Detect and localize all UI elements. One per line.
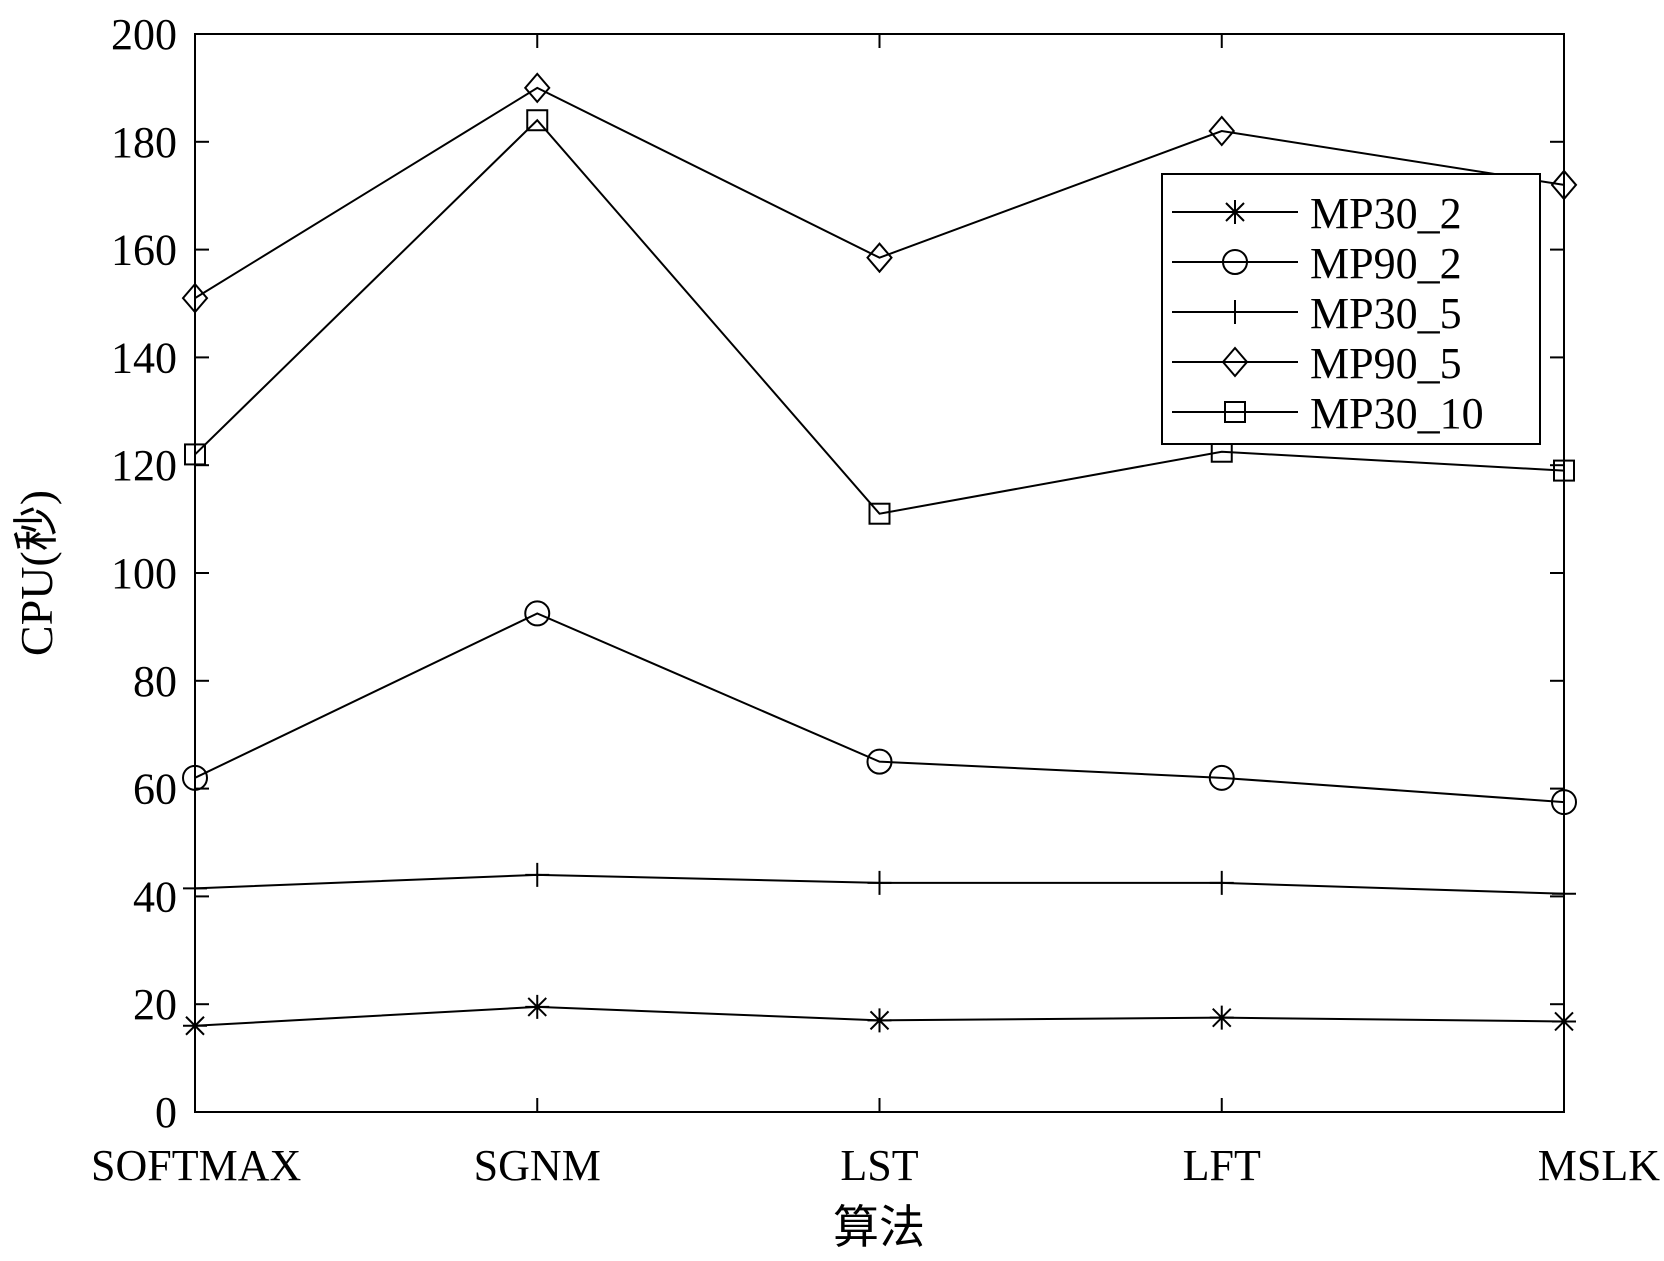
y-tick-label: 80: [133, 657, 177, 706]
data-point-mp90-2: [1208, 764, 1235, 791]
x-tick-labels: SOFTMAX SGNM LST LFT MSLK: [91, 1141, 1660, 1190]
series-line-mp90-2: [194, 612, 1565, 804]
data-point-mp90-5: [866, 242, 893, 274]
y-tick-label: 20: [133, 980, 177, 1029]
plot-frame: [194, 33, 1565, 1113]
data-point-mp30-2: [1209, 1005, 1234, 1030]
data-point-mp30-2: [525, 994, 550, 1019]
x-tick-label: SGNM: [474, 1141, 601, 1190]
y-tick-label: 120: [111, 441, 177, 490]
y-tick-label: 160: [111, 226, 177, 275]
legend-marker: [1221, 346, 1249, 378]
data-point-mp90-5: [1208, 115, 1236, 147]
x-tick-label: SOFTMAX: [91, 1141, 301, 1190]
x-axis-label: 算法: [833, 1202, 925, 1253]
data-point-mp90-2: [866, 748, 893, 775]
data-point-mp30-2: [867, 1008, 892, 1033]
data-point-mp90-5: [523, 72, 551, 104]
data-point-mp90-2: [524, 600, 551, 627]
legend-box: [1161, 173, 1541, 445]
y-tick-label: 60: [133, 765, 177, 814]
series-line-mp30-10: [194, 118, 1565, 515]
legend-marker: [1223, 200, 1247, 224]
y-tick-label: 0: [155, 1088, 177, 1137]
legend-label: MP90_5: [1310, 339, 1462, 388]
y-tick-label: 100: [111, 549, 177, 598]
legend-marker: [1222, 249, 1248, 275]
data-point-mp30-5: [867, 870, 892, 895]
legend-label: MP30_5: [1310, 289, 1462, 338]
y-tick-label: 140: [111, 333, 177, 382]
x-tick-label: LFT: [1183, 1141, 1261, 1190]
legend-label: MP90_2: [1310, 239, 1462, 288]
y-tick-label: 180: [111, 118, 177, 167]
data-point-mp30-10: [526, 109, 549, 132]
legend-marker: [1223, 300, 1247, 324]
legend-label: MP30_10: [1310, 389, 1484, 438]
x-tick-label: MSLK: [1538, 1141, 1660, 1190]
data-point-mp30-5: [525, 862, 550, 887]
y-tick-labels: 0 20 40 60 80 100 120 140 160 180 200: [111, 10, 177, 1137]
y-axis-label: CPU(秒): [11, 490, 62, 656]
data-point-mp30-10: [868, 502, 891, 525]
legend-marker: [1224, 401, 1246, 423]
x-tick-label: LST: [840, 1141, 918, 1190]
series-line-mp90-5: [194, 86, 1565, 299]
y-tick-label: 40: [133, 872, 177, 921]
data-point-mp30-5: [1209, 870, 1234, 895]
y-tick-label: 200: [111, 10, 177, 59]
legend-label: MP30_2: [1310, 189, 1462, 238]
